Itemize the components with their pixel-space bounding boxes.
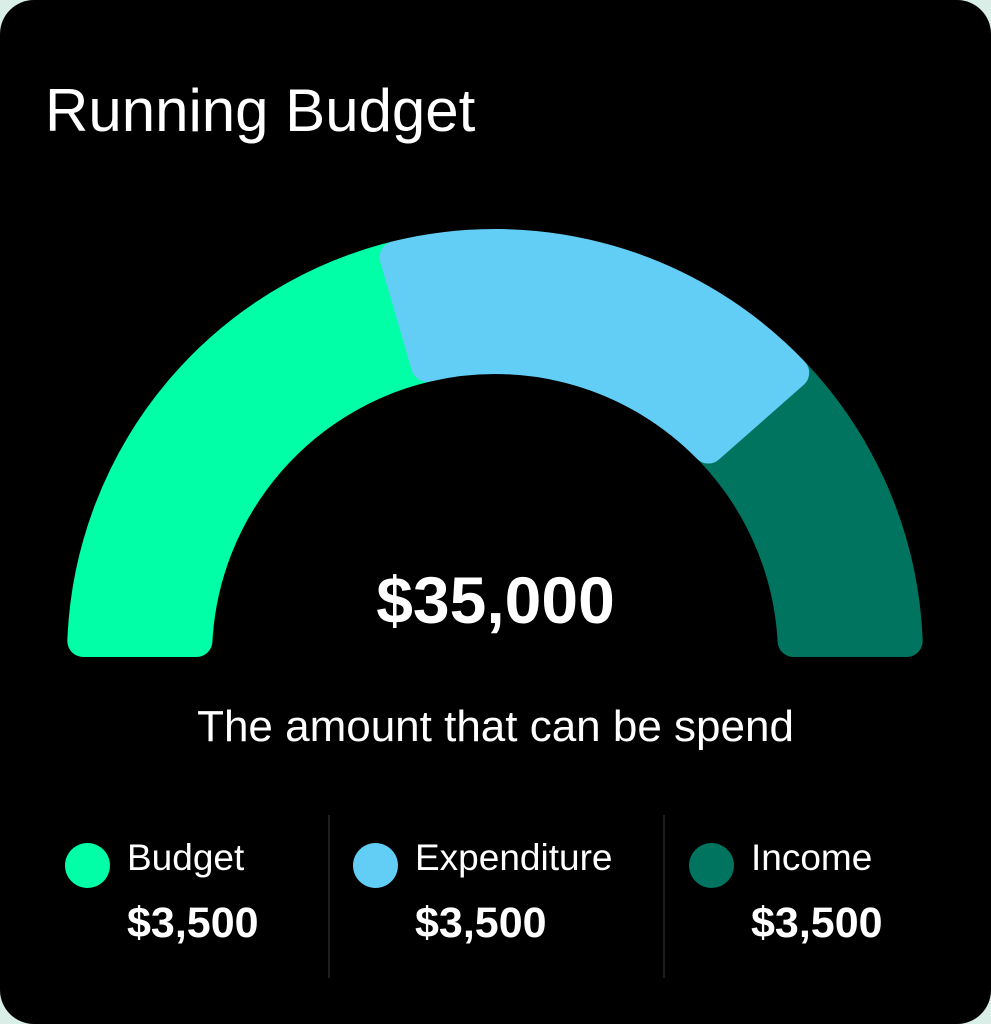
legend-value: $3,500: [751, 899, 883, 947]
legend-value: $3,500: [415, 899, 547, 947]
legend-divider: [328, 815, 330, 978]
legend-divider: [663, 815, 665, 978]
gauge-total-value: $35,000: [376, 563, 615, 637]
legend-dot-income: [689, 843, 734, 888]
legend-dot-expenditure: [353, 843, 398, 888]
gauge-subtitle: The amount that can be spend: [197, 702, 794, 751]
card-title: Running Budget: [45, 77, 476, 144]
gauge-segment-expenditure: [379, 229, 810, 464]
legend-label: Budget: [127, 837, 245, 878]
legend-dot-budget: [65, 843, 110, 888]
legend-value: $3,500: [127, 899, 259, 947]
legend-label: Income: [751, 837, 873, 878]
legend-label: Expenditure: [415, 837, 613, 878]
